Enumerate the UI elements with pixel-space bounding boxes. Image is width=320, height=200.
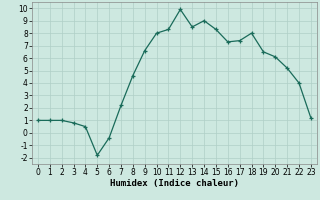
X-axis label: Humidex (Indice chaleur): Humidex (Indice chaleur) bbox=[110, 179, 239, 188]
